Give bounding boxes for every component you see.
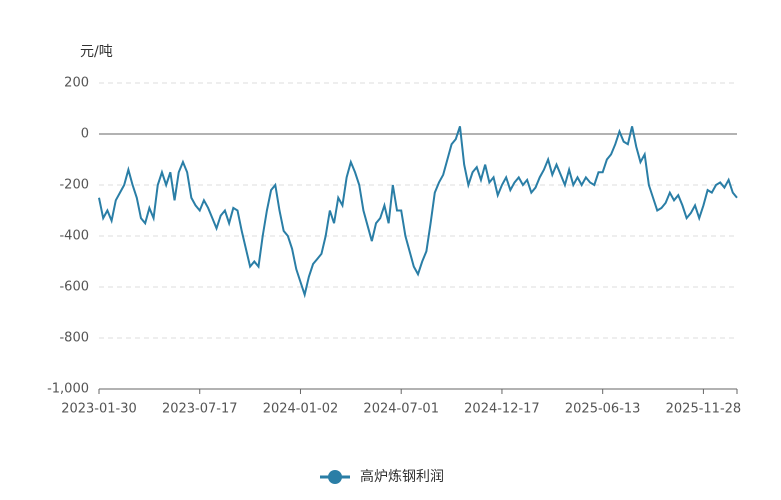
legend-label: 高炉炼钢利润 (360, 468, 444, 485)
y-tick-label: -200 (59, 178, 89, 193)
x-tick-label: 2024-01-02 (263, 402, 339, 417)
y-tick-label: 200 (64, 76, 89, 91)
x-tick-label: 2025-06-13 (565, 402, 641, 417)
x-tick-label: 2025-11-28 (666, 402, 742, 417)
y-tick-label: -400 (59, 229, 89, 244)
x-tick-label: 2024-12-17 (464, 402, 540, 417)
legend-marker (328, 470, 342, 484)
y-tick-label: -600 (59, 280, 89, 295)
y-tick-label: 0 (81, 127, 89, 142)
y-tick-label: -1,000 (47, 382, 89, 397)
x-tick-label: 2023-01-30 (61, 402, 137, 417)
y-axis-label: 元/吨 (80, 44, 113, 60)
y-tick-label: -800 (59, 331, 89, 346)
x-tick-label: 2023-07-17 (162, 402, 238, 417)
x-tick-label: 2024-07-01 (363, 402, 439, 417)
line-series (98, 126, 738, 299)
